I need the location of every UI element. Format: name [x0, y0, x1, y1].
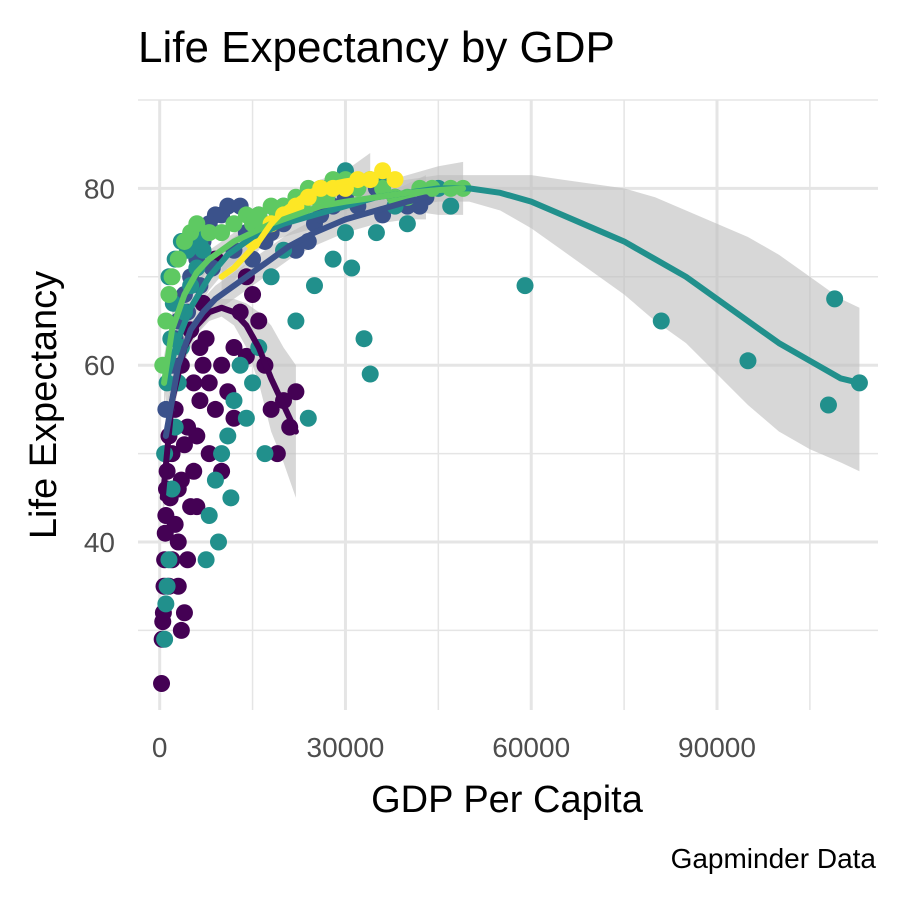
data-point	[206, 471, 224, 489]
data-point	[222, 489, 240, 507]
x-tick-label: 30000	[307, 732, 385, 763]
data-point	[374, 162, 392, 180]
tick-labels: 0 30000 60000 90000 40 60 80	[84, 173, 756, 763]
data-point	[157, 595, 175, 613]
trend-line	[161, 185, 467, 386]
data-point	[158, 577, 176, 595]
data-point	[179, 551, 197, 569]
chart-title: Life Expectancy by GDP	[138, 23, 615, 72]
y-tick-label: 40	[84, 527, 115, 558]
data-point	[169, 533, 187, 551]
data-point	[163, 268, 181, 286]
data-point	[185, 374, 203, 392]
data-point	[355, 330, 373, 348]
data-point	[231, 356, 249, 374]
data-point	[185, 462, 203, 480]
data-point	[367, 224, 385, 242]
data-point	[343, 259, 361, 277]
data-point	[374, 179, 392, 197]
data-point	[160, 551, 178, 569]
data-point	[225, 339, 243, 357]
x-tick-label: 60000	[492, 732, 570, 763]
data-point	[213, 356, 231, 374]
data-point	[244, 374, 262, 392]
data-point	[225, 409, 243, 427]
data-point	[299, 409, 317, 427]
data-point	[172, 621, 190, 639]
data-point	[213, 445, 231, 463]
data-point	[200, 445, 218, 463]
data-point	[206, 400, 224, 418]
data-point	[210, 533, 228, 551]
data-point	[287, 383, 305, 401]
data-point	[191, 339, 209, 357]
y-tick-label: 60	[84, 350, 115, 381]
data-point	[516, 277, 534, 295]
data-point	[153, 674, 171, 692]
data-point	[225, 215, 243, 233]
data-point	[200, 374, 218, 392]
data-point	[324, 250, 342, 268]
trend-line	[218, 176, 374, 280]
data-point	[819, 396, 837, 414]
data-point	[244, 285, 262, 303]
data-point	[175, 604, 193, 622]
data-point	[442, 197, 460, 215]
data-point	[305, 277, 323, 295]
data-point	[268, 445, 286, 463]
data-point	[250, 312, 268, 330]
data-point	[336, 224, 354, 242]
data-point	[652, 312, 670, 330]
data-point	[160, 285, 178, 303]
x-tick-label: 90000	[678, 732, 756, 763]
x-tick-label: 0	[152, 732, 168, 763]
data-point	[194, 356, 212, 374]
data-point	[386, 171, 404, 189]
data-point	[200, 224, 218, 242]
data-point	[166, 515, 184, 533]
data-point	[188, 498, 206, 516]
data-point	[156, 630, 174, 648]
data-point	[219, 197, 237, 215]
data-point	[157, 312, 175, 330]
chart-caption: Gapminder Data	[671, 843, 877, 874]
data-point	[262, 400, 280, 418]
data-point	[200, 507, 218, 525]
trend-lines	[159, 176, 863, 501]
data-point	[219, 427, 237, 445]
y-axis-title: Life Expectancy	[23, 271, 65, 539]
data-point	[225, 392, 243, 410]
data-point	[262, 268, 280, 286]
confidence-band	[165, 175, 860, 472]
data-point	[287, 312, 305, 330]
data-point	[169, 250, 187, 268]
data-point	[188, 215, 206, 233]
data-point	[398, 215, 416, 233]
trend-line	[162, 194, 429, 439]
data-point	[256, 445, 274, 463]
data-point	[179, 418, 197, 436]
data-point	[191, 392, 209, 410]
x-axis-title: GDP Per Capita	[371, 779, 644, 821]
data-point	[163, 480, 181, 498]
data-point	[739, 352, 757, 370]
data-point	[197, 551, 215, 569]
data-point	[213, 224, 231, 242]
data-point	[175, 436, 193, 454]
data-point	[237, 409, 255, 427]
y-tick-label: 80	[84, 173, 115, 204]
data-point	[361, 365, 379, 383]
trend-line	[162, 185, 863, 386]
data-point	[826, 290, 844, 308]
